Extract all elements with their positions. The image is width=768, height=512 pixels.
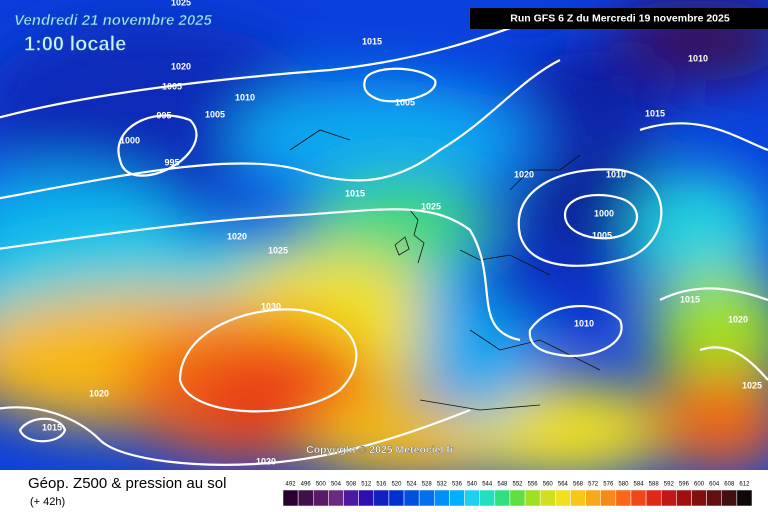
isobar-label: 1005 xyxy=(162,81,182,91)
scale-label: 512 xyxy=(361,482,372,488)
scale-label: 576 xyxy=(603,482,614,488)
scale-label: 540 xyxy=(467,482,478,488)
isobar-label: 1025 xyxy=(268,245,288,255)
scale-swatch xyxy=(660,489,677,507)
scale-label: 572 xyxy=(588,482,599,488)
isobar-label: 1025 xyxy=(171,0,191,7)
legend-title: Géop. Z500 & pression au sol xyxy=(28,475,226,492)
scale-swatch xyxy=(676,489,692,507)
scale-swatch xyxy=(570,489,586,507)
isobar-label: 1005 xyxy=(592,230,612,240)
valid-date: Vendredi 21 novembre 2025 xyxy=(14,12,213,29)
isobar-label: 1000 xyxy=(594,208,614,218)
isobar-label: 1025 xyxy=(742,380,762,390)
scale-swatch xyxy=(524,489,541,507)
isobar-label: 1010 xyxy=(235,92,255,102)
scale-label: 500 xyxy=(316,482,327,488)
forecast-lead: (+ 42h) xyxy=(30,496,65,508)
isobar-label: 1020 xyxy=(227,231,247,241)
isobar-label: 1010 xyxy=(606,169,626,179)
copyright: Copyright © 2025 Meteociel.fr xyxy=(306,444,454,456)
scale-swatch xyxy=(645,489,662,507)
map-field xyxy=(0,0,768,470)
isobar-label: 1020 xyxy=(89,388,109,398)
local-time: 1:00 locale xyxy=(24,33,126,55)
scale-label: 544 xyxy=(482,482,493,488)
scale-swatch xyxy=(282,489,299,507)
scale-swatch xyxy=(706,489,722,507)
scale-swatch xyxy=(539,489,556,507)
scale-swatch xyxy=(555,489,571,507)
scale-label: 588 xyxy=(649,482,660,488)
isobar-label: 1005 xyxy=(205,109,225,119)
isobar-label: 1015 xyxy=(345,188,365,198)
isobar-label: 995 xyxy=(164,157,179,167)
run-banner xyxy=(470,8,768,29)
scale-swatch xyxy=(691,489,707,507)
isobar-label: 1015 xyxy=(362,36,382,46)
scale-label: 564 xyxy=(558,482,569,488)
scale-label: 580 xyxy=(618,482,629,488)
scale-label: 596 xyxy=(679,482,690,488)
scale-label: 608 xyxy=(724,482,735,488)
scale-label: 532 xyxy=(437,482,448,488)
isobar-label: 1005 xyxy=(395,97,415,107)
isobar-label: 1020 xyxy=(256,456,276,466)
isobar-label: 1015 xyxy=(680,294,700,304)
isobar-label: 1020 xyxy=(728,314,748,324)
scale-label: 516 xyxy=(376,482,387,488)
scale-label: 528 xyxy=(422,482,433,488)
scale-label: 568 xyxy=(573,482,584,488)
isobar-label: 1020 xyxy=(514,169,534,179)
isobar-label: 1010 xyxy=(574,318,594,328)
scale-label: 496 xyxy=(301,482,312,488)
scale-label: 536 xyxy=(452,482,463,488)
scale-swatch xyxy=(585,489,601,507)
scale-swatch xyxy=(615,489,632,507)
scale-swatch xyxy=(494,489,511,507)
scale-label: 524 xyxy=(407,482,418,488)
isobar-label: 1020 xyxy=(171,61,191,71)
scale-label: 592 xyxy=(664,482,675,488)
scale-label: 492 xyxy=(286,482,297,488)
scale-swatch xyxy=(434,489,450,507)
scale-swatch xyxy=(449,489,465,507)
scale-swatch xyxy=(403,489,420,507)
scale-label: 556 xyxy=(528,482,539,488)
scale-label: 548 xyxy=(497,482,508,488)
scale-swatch xyxy=(721,489,738,507)
scale-swatch xyxy=(479,489,496,507)
scale-label: 552 xyxy=(512,482,523,488)
scale-swatch xyxy=(388,489,405,507)
scale-swatch xyxy=(313,489,329,507)
isobar-label: 1030 xyxy=(261,301,281,311)
scale-label: 560 xyxy=(543,482,554,488)
isobar-label: 1015 xyxy=(42,422,62,432)
scale-swatch xyxy=(373,489,390,507)
isobar-label: 1000 xyxy=(120,135,140,145)
isobar-label: 995 xyxy=(156,110,171,120)
isobar-label: 1015 xyxy=(645,108,665,118)
scale-swatch xyxy=(464,489,480,507)
isobar-label: 1025 xyxy=(421,201,441,211)
scale-swatch xyxy=(736,489,753,507)
scale-swatch xyxy=(358,489,375,507)
scale-swatch xyxy=(343,489,359,507)
scale-swatch xyxy=(630,489,647,507)
run-label: Run GFS 6 Z du Mercredi 19 novembre 2025 xyxy=(510,12,730,24)
scale-swatch xyxy=(418,489,435,507)
scale-label: 612 xyxy=(739,482,750,488)
scale-label: 504 xyxy=(331,482,342,488)
scale-swatch xyxy=(509,489,526,507)
isobar-label: 1010 xyxy=(688,53,708,63)
scale-label: 584 xyxy=(634,482,645,488)
scale-swatch xyxy=(297,489,314,507)
scale-swatch xyxy=(600,489,617,507)
scale-label: 520 xyxy=(391,482,402,488)
scale-label: 600 xyxy=(694,482,705,488)
scale-swatch xyxy=(328,489,344,507)
scale-label: 508 xyxy=(346,482,357,488)
scale-label: 604 xyxy=(709,482,720,488)
